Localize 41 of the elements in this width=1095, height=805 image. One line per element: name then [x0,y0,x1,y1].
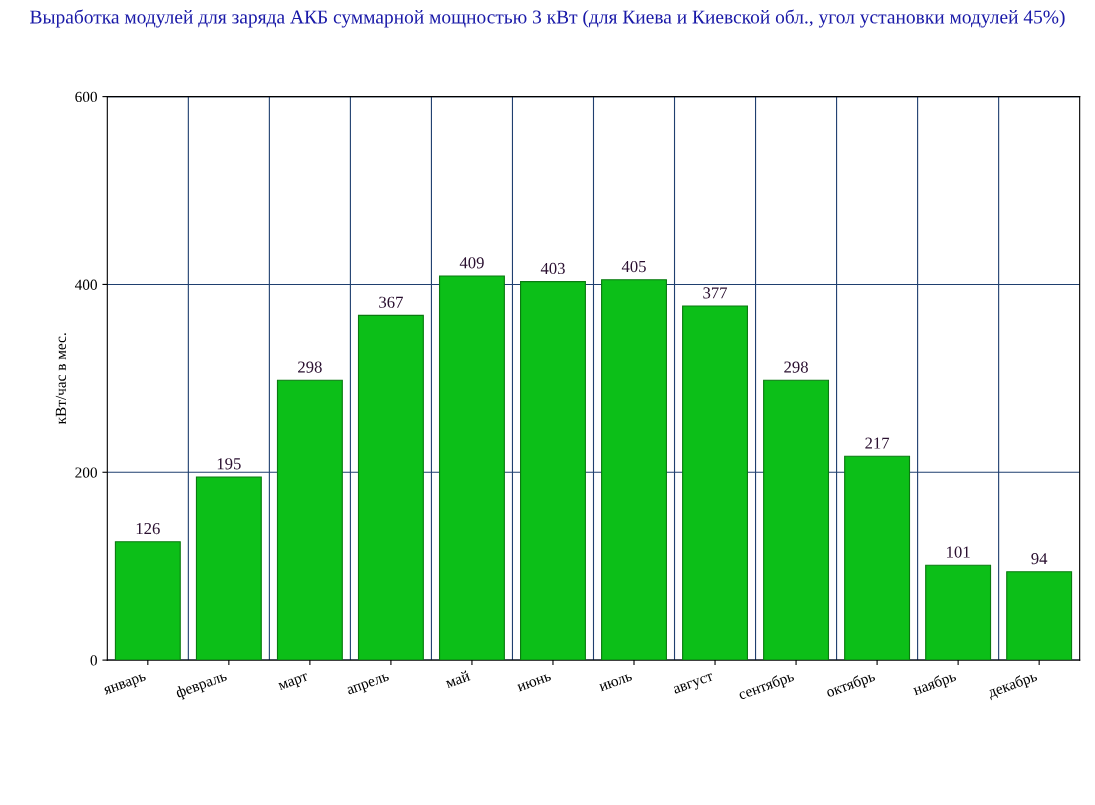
x-tick-label: май [444,670,471,689]
data-label: 409 [459,257,484,269]
x-tick-label: август [673,673,715,697]
x-tick-label: наябрь [911,669,958,699]
data-label: 298 [784,361,808,373]
data-label: 403 [540,262,565,275]
bar [114,541,181,661]
y-tick-label: 600 [75,91,98,103]
y-tick-label: 400 [74,279,98,290]
data-label: 298 [298,361,322,373]
bar [195,476,262,661]
data-label: 195 [217,458,241,470]
y-axis-title: кВт/час в мес. [55,333,67,425]
data-label: 367 [379,296,403,308]
chart-title: Выработка модулей для заряда АКБ суммарной мощностью 3 кВт (для Киева и Киевской обл., угол установки модулей 45%) [30,9,1065,28]
x-tick-label: сентябрь [737,669,796,703]
bar [438,275,505,661]
y-tick-label: 200 [75,467,98,478]
bar [844,455,911,661]
data-label: 405 [621,260,646,273]
bar [601,279,667,661]
data-label: 126 [136,523,160,535]
x-tick-label: март [278,673,310,694]
data-label: 101 [947,546,970,558]
data-label: 94 [1031,553,1048,565]
bar [1006,571,1073,661]
x-tick-label: апрель [346,673,391,698]
bar [520,281,586,661]
bar [276,379,343,661]
bar [682,305,749,661]
x-tick-label: декабрь [986,669,1039,701]
x-tick-label: июнь [517,673,552,692]
bar [925,564,992,661]
y-tick-label: 0 [90,655,98,666]
x-tick-label: январь [103,673,148,698]
data-label: 377 [703,287,728,299]
bar [763,379,830,661]
x-tick-label: июль [598,673,633,692]
data-label: 217 [865,437,890,449]
x-tick-label: октябрь [825,669,877,701]
bar [357,314,424,661]
